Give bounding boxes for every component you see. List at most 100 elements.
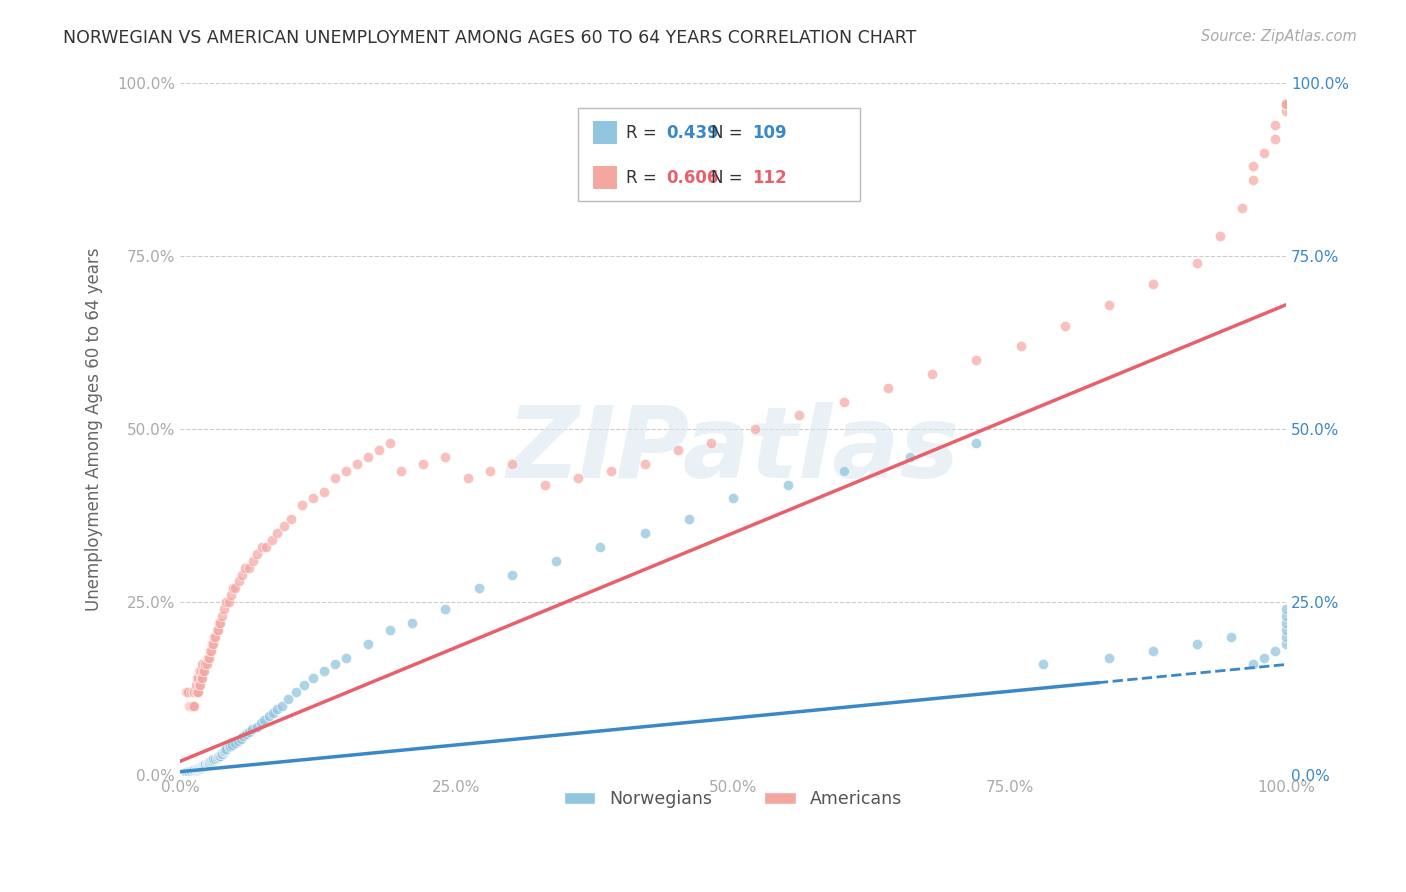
Point (200, 643, 222, 657)
Point (1275, 97, 1298, 112)
Point (205, 623, 228, 637)
Point (335, 464, 357, 478)
Point (898, 450, 921, 464)
Point (250, 540, 273, 554)
Point (1275, 97, 1298, 112)
Point (778, 477, 800, 491)
Point (186, 762, 208, 776)
Point (253, 713, 276, 727)
Point (1275, 97, 1298, 112)
Point (1264, 118, 1286, 132)
Point (238, 560, 260, 574)
Point (1275, 602, 1298, 616)
Point (176, 685, 198, 699)
Point (229, 731, 252, 746)
Point (501, 457, 523, 471)
Point (434, 450, 457, 464)
Point (1275, 609, 1298, 624)
FancyBboxPatch shape (592, 167, 617, 189)
Point (198, 643, 221, 657)
Point (187, 671, 209, 685)
Point (197, 650, 219, 665)
Point (589, 540, 612, 554)
Point (177, 685, 200, 699)
Point (357, 637, 380, 651)
Point (202, 753, 225, 767)
Point (921, 367, 943, 381)
Point (246, 720, 269, 734)
Point (1241, 657, 1264, 672)
Y-axis label: Unemployment Among Ages 60 to 64 years: Unemployment Among Ages 60 to 64 years (86, 248, 103, 611)
Point (191, 671, 214, 685)
Point (184, 678, 207, 692)
Point (218, 740, 240, 755)
Point (1264, 643, 1286, 657)
Point (273, 519, 295, 533)
Point (209, 747, 232, 762)
Point (260, 533, 283, 547)
Point (214, 745, 236, 759)
Point (188, 761, 211, 775)
Point (188, 678, 211, 692)
Point (202, 752, 225, 766)
Point (193, 665, 215, 679)
Point (215, 595, 238, 609)
Point (186, 763, 208, 777)
Point (323, 471, 346, 485)
Point (188, 760, 211, 774)
Point (219, 588, 242, 602)
Text: R =: R = (626, 124, 662, 142)
Point (1230, 201, 1253, 215)
Point (195, 757, 218, 772)
Point (832, 394, 855, 409)
Point (174, 764, 197, 779)
FancyBboxPatch shape (592, 121, 617, 145)
Point (180, 685, 202, 699)
Point (181, 685, 204, 699)
Point (789, 409, 811, 423)
Point (240, 722, 263, 736)
Point (266, 702, 288, 716)
Point (231, 567, 253, 582)
Point (224, 582, 246, 596)
Text: N =: N = (711, 124, 748, 142)
Point (180, 764, 202, 778)
Point (202, 637, 225, 651)
Point (1142, 643, 1164, 657)
Text: ZIPatlas: ZIPatlas (506, 401, 959, 499)
Point (193, 757, 215, 772)
Point (467, 582, 489, 596)
Point (205, 751, 228, 765)
Point (226, 733, 249, 747)
Point (1187, 637, 1209, 651)
Point (257, 709, 280, 723)
Point (1053, 318, 1076, 333)
Point (211, 747, 233, 761)
Point (211, 609, 233, 624)
Point (1241, 160, 1264, 174)
Point (208, 615, 231, 630)
Point (1275, 97, 1298, 112)
Point (1275, 97, 1298, 112)
Point (301, 491, 323, 506)
Point (198, 755, 221, 769)
Point (191, 760, 214, 774)
Point (198, 756, 221, 770)
Point (197, 756, 219, 771)
Point (238, 724, 260, 739)
Point (434, 602, 457, 616)
Point (678, 512, 700, 526)
Point (190, 671, 212, 685)
Point (277, 692, 299, 706)
Point (186, 763, 208, 777)
Point (187, 762, 209, 776)
Point (262, 706, 284, 720)
Point (186, 671, 208, 685)
Point (184, 764, 207, 778)
Point (201, 637, 224, 651)
Point (1187, 256, 1209, 270)
Point (457, 471, 479, 485)
Point (1253, 650, 1275, 665)
Point (224, 736, 246, 750)
Point (1010, 339, 1032, 353)
